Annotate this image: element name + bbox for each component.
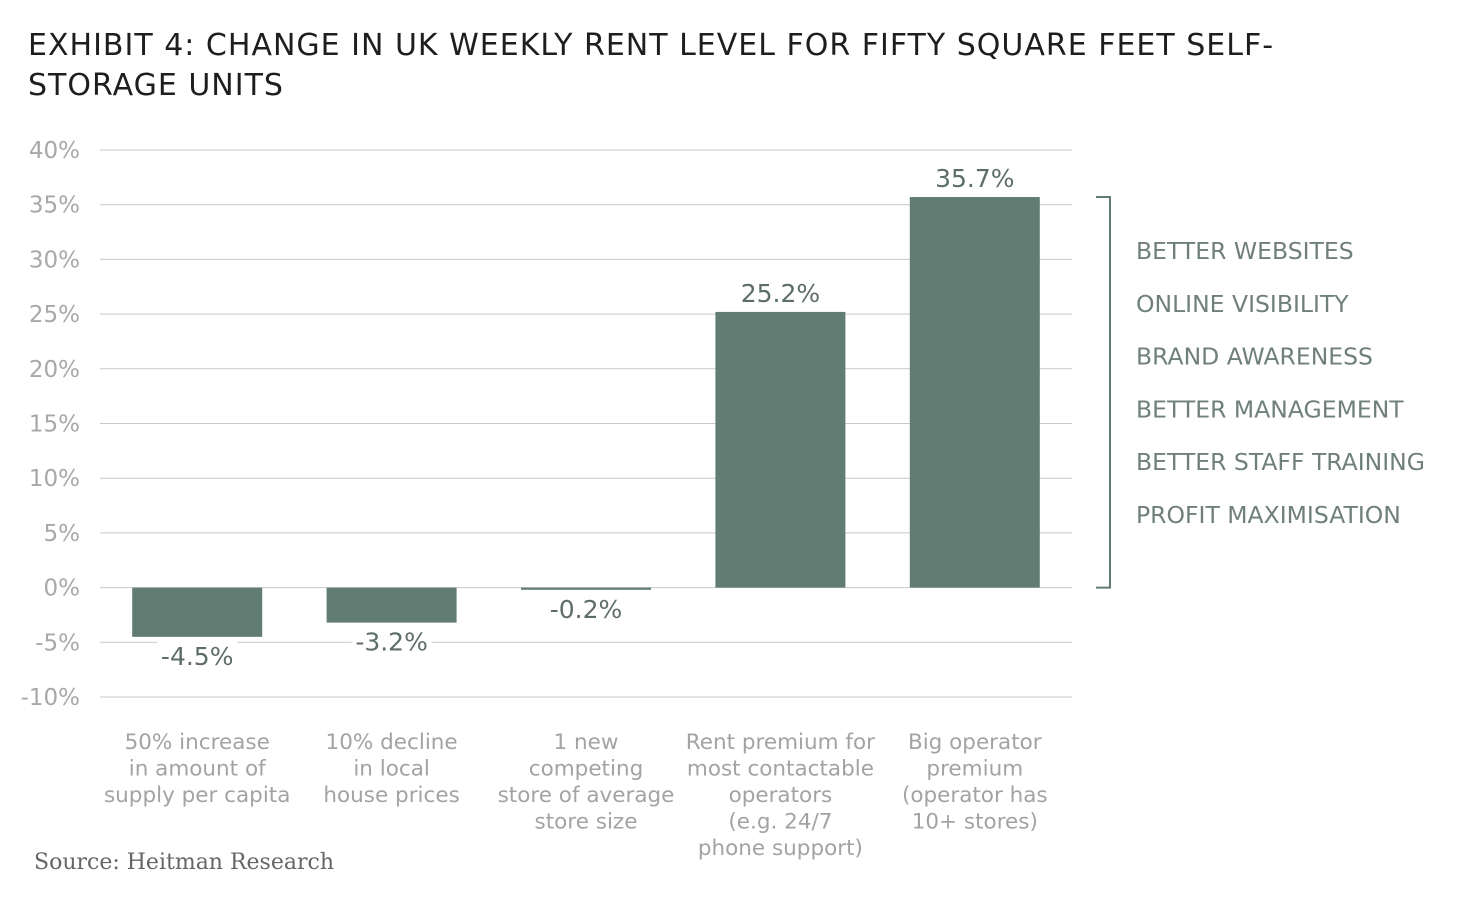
value-label: -0.2% (550, 595, 623, 624)
category-label: most contactable (687, 757, 874, 782)
category-label: 10+ stores) (912, 810, 1038, 835)
factor-label: BETTER WEBSITES (1136, 237, 1354, 265)
factor-label: ONLINE VISIBILITY (1136, 290, 1349, 318)
category-label: (e.g. 24/7 (728, 810, 832, 835)
bar (715, 311, 846, 588)
bar (909, 197, 1040, 588)
factor-label: BETTER MANAGEMENT (1136, 395, 1404, 423)
category-label: 50% increase (125, 730, 270, 755)
chart-title: EXHIBIT 4: CHANGE IN UK WEEKLY RENT LEVE… (28, 28, 1275, 103)
bar (132, 587, 263, 637)
y-tick-label: 40% (29, 138, 80, 164)
bar (521, 587, 651, 590)
value-label: 25.2% (741, 279, 820, 308)
category-label: 10% decline (326, 730, 458, 755)
y-tick-label: 30% (29, 247, 80, 273)
category-label: competing (529, 757, 643, 782)
y-tick-label: -10% (21, 685, 80, 711)
category-label: supply per capita (104, 783, 290, 808)
y-tick-label: 20% (29, 357, 80, 383)
value-label: -3.2% (355, 628, 428, 657)
source-note: Source: Heitman Research (34, 850, 334, 875)
value-label-backdrop (351, 626, 432, 655)
category-label: 1 new (554, 730, 619, 755)
factor-label: BRAND AWARENESS (1136, 343, 1373, 371)
category-label: Rent premium for (686, 730, 875, 755)
category-label: store of average (498, 783, 675, 808)
category-label: premium (926, 757, 1023, 782)
y-tick-label: 0% (44, 576, 81, 602)
value-label: -4.5% (161, 642, 234, 671)
value-label-backdrop (546, 593, 626, 622)
value-label: 35.7% (935, 164, 1014, 193)
bar (326, 587, 457, 623)
category-label: (operator has (902, 783, 1048, 808)
y-tick-label: -5% (35, 630, 80, 656)
y-tick-label: 15% (29, 412, 80, 438)
value-label-backdrop (157, 640, 238, 669)
factor-label: PROFIT MAXIMISATION (1136, 501, 1401, 529)
category-label: store size (535, 810, 638, 835)
category-label: phone support) (698, 836, 863, 861)
y-tick-label: 5% (44, 521, 81, 547)
category-label: in amount of (129, 757, 266, 782)
category-label: operators (729, 783, 833, 808)
category-label: Big operator (908, 730, 1042, 755)
bracket (1096, 196, 1111, 589)
category-label: house prices (323, 783, 459, 808)
y-tick-label: 25% (29, 302, 80, 328)
y-tick-label: 10% (29, 466, 80, 492)
category-label: in local (353, 757, 430, 782)
factor-label: BETTER STAFF TRAINING (1136, 448, 1425, 476)
y-tick-label: 35% (29, 193, 80, 219)
